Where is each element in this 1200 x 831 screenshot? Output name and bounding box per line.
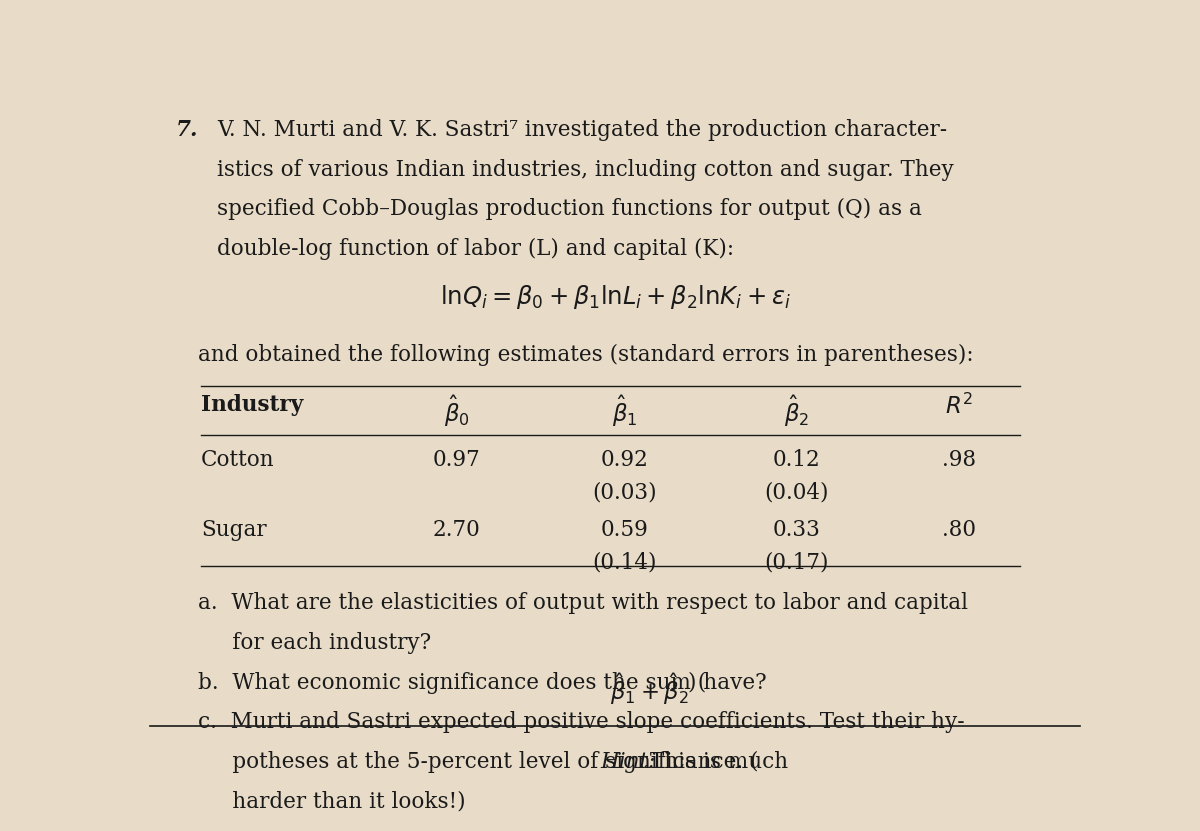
Text: harder than it looks!): harder than it looks!) xyxy=(198,790,466,813)
Text: $\mathrm{ln}Q_i = \beta_0 + \beta_1\mathrm{ln}L_i + \beta_2\mathrm{ln}K_i + \var: $\mathrm{ln}Q_i = \beta_0 + \beta_1\math… xyxy=(439,283,791,311)
Text: Sugar: Sugar xyxy=(202,519,266,541)
Text: 0.33: 0.33 xyxy=(773,519,821,541)
Text: .80: .80 xyxy=(942,519,976,541)
Text: 0.12: 0.12 xyxy=(773,450,821,471)
Text: (0.17): (0.17) xyxy=(764,551,828,573)
Text: (0.14): (0.14) xyxy=(592,551,656,573)
Text: $\hat{\beta}_2$: $\hat{\beta}_2$ xyxy=(784,394,809,429)
Text: Cotton: Cotton xyxy=(202,450,275,471)
Text: ) have?: ) have? xyxy=(688,671,766,694)
Text: Hint:: Hint: xyxy=(600,751,655,773)
Text: and obtained the following estimates (standard errors in parentheses):: and obtained the following estimates (st… xyxy=(198,344,974,366)
Text: (0.04): (0.04) xyxy=(764,482,828,504)
Text: .98: .98 xyxy=(942,450,976,471)
Text: a.  What are the elasticities of output with respect to labor and capital: a. What are the elasticities of output w… xyxy=(198,593,968,614)
Text: Industry: Industry xyxy=(202,394,304,416)
Text: 0.59: 0.59 xyxy=(600,519,648,541)
Text: $R^2$: $R^2$ xyxy=(946,394,973,419)
Text: c.  Murti and Sastri expected positive slope coefficients. Test their hy-: c. Murti and Sastri expected positive sl… xyxy=(198,711,965,733)
Text: istics of various Indian industries, including cotton and sugar. They: istics of various Indian industries, inc… xyxy=(217,159,954,180)
Text: V. N. Murti and V. K. Sastri⁷ investigated the production character-: V. N. Murti and V. K. Sastri⁷ investigat… xyxy=(217,119,947,141)
Text: $\hat{\beta}_1$: $\hat{\beta}_1$ xyxy=(612,394,637,429)
Text: $\hat{\beta}_0$: $\hat{\beta}_0$ xyxy=(444,394,470,429)
Text: 0.92: 0.92 xyxy=(600,450,648,471)
Text: 0.97: 0.97 xyxy=(433,450,481,471)
Text: for each industry?: for each industry? xyxy=(198,632,432,654)
Text: potheses at the 5-percent level of significance. (: potheses at the 5-percent level of signi… xyxy=(198,751,758,773)
Text: This is much: This is much xyxy=(643,751,788,773)
Text: 7.: 7. xyxy=(176,119,198,141)
Text: (0.03): (0.03) xyxy=(592,482,656,504)
Text: 2.70: 2.70 xyxy=(433,519,481,541)
Text: $\hat{\beta}_1 + \hat{\beta}_2$: $\hat{\beta}_1 + \hat{\beta}_2$ xyxy=(611,671,690,707)
Text: specified Cobb–Douglas production functions for output (Q) as a: specified Cobb–Douglas production functi… xyxy=(217,199,922,220)
Text: double-log function of labor (L) and capital (K):: double-log function of labor (L) and cap… xyxy=(217,238,734,260)
Text: b.  What economic significance does the sum (: b. What economic significance does the s… xyxy=(198,671,707,694)
